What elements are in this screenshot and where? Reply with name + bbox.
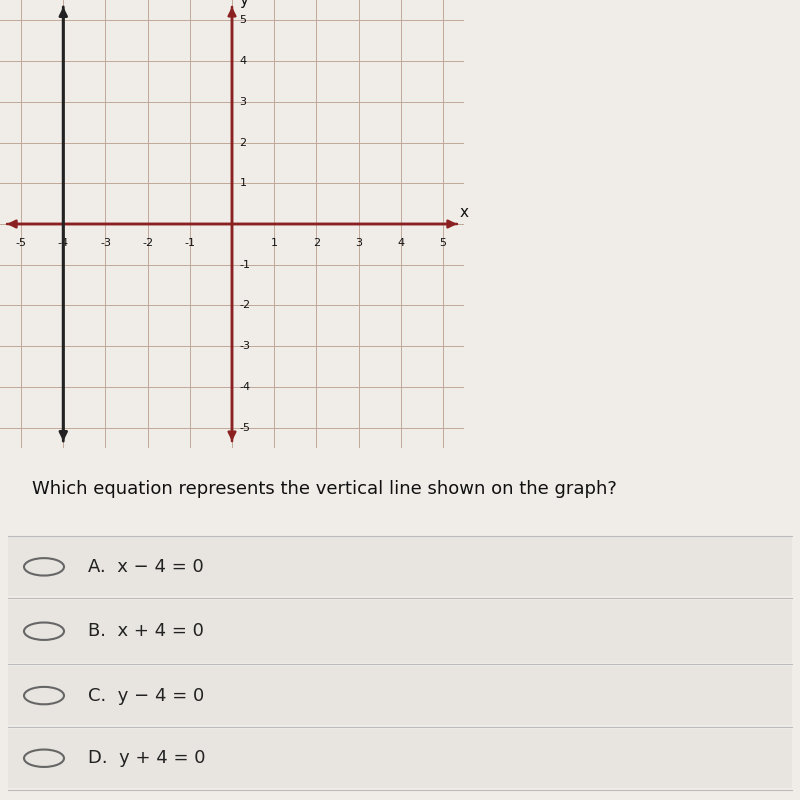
- Text: -4: -4: [58, 238, 69, 248]
- Text: -4: -4: [239, 382, 250, 392]
- Bar: [8, 600, 792, 662]
- Text: -2: -2: [239, 301, 250, 310]
- Text: -3: -3: [100, 238, 111, 248]
- Text: -5: -5: [15, 238, 26, 248]
- Text: 4: 4: [397, 238, 404, 248]
- Text: -1: -1: [239, 260, 250, 270]
- Text: 3: 3: [355, 238, 362, 248]
- Text: 1: 1: [270, 238, 278, 248]
- Text: 4: 4: [239, 56, 246, 66]
- Text: C.  y − 4 = 0: C. y − 4 = 0: [88, 686, 204, 705]
- Text: 1: 1: [239, 178, 246, 188]
- Text: 3: 3: [239, 97, 246, 107]
- Text: -5: -5: [239, 422, 250, 433]
- Bar: [8, 729, 792, 788]
- Text: 5: 5: [239, 15, 246, 26]
- Text: D.  y + 4 = 0: D. y + 4 = 0: [88, 750, 206, 767]
- Text: 2: 2: [239, 138, 246, 147]
- Text: Which equation represents the vertical line shown on the graph?: Which equation represents the vertical l…: [32, 480, 617, 498]
- Bar: [8, 666, 792, 725]
- Text: A.  x − 4 = 0: A. x − 4 = 0: [88, 558, 204, 576]
- Text: 5: 5: [439, 238, 446, 248]
- Text: B.  x + 4 = 0: B. x + 4 = 0: [88, 622, 204, 640]
- Text: y: y: [239, 0, 248, 7]
- Text: -2: -2: [142, 238, 153, 248]
- Text: 2: 2: [313, 238, 320, 248]
- Text: -1: -1: [184, 238, 195, 248]
- Bar: [8, 538, 792, 597]
- Text: -3: -3: [239, 341, 250, 351]
- Text: x: x: [459, 205, 469, 220]
